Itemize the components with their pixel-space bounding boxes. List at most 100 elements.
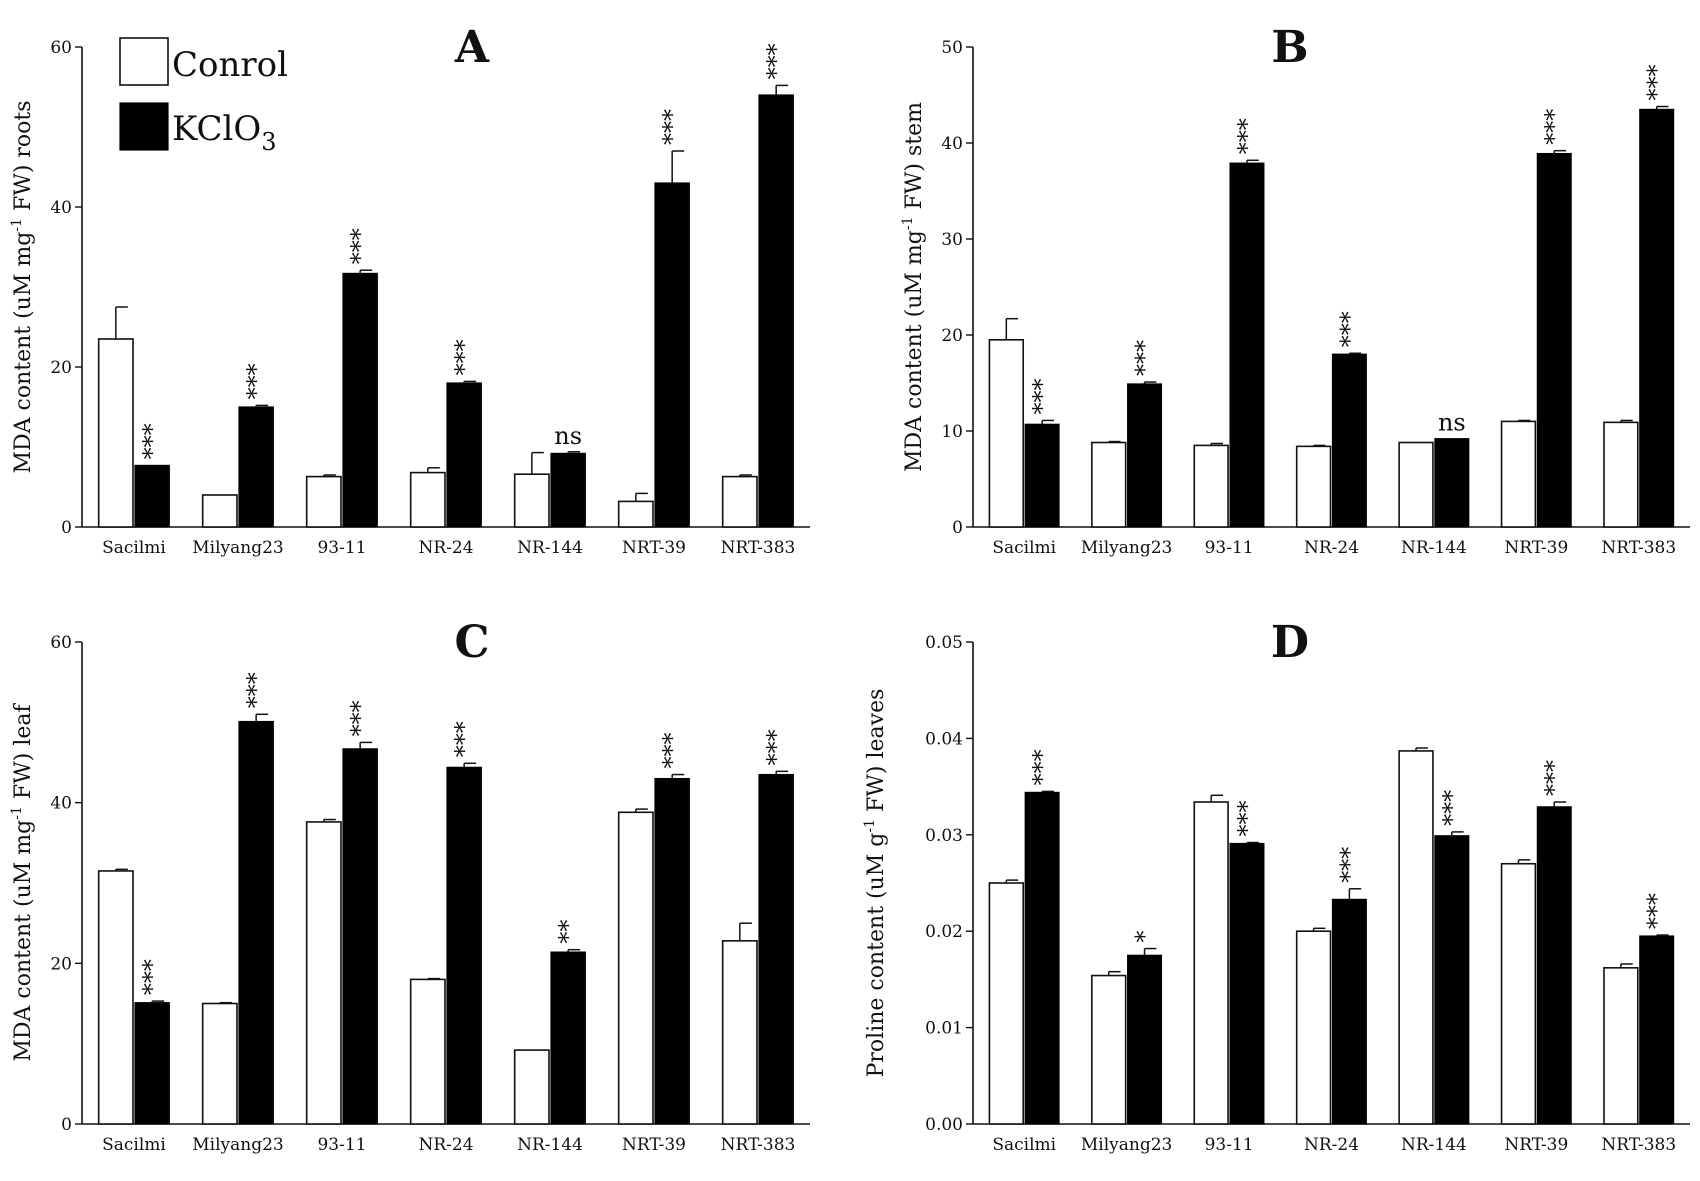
x-tick-label-c: NR-24 <box>418 1135 473 1155</box>
x-tick-label-d: NRT-39 <box>1504 1135 1568 1155</box>
x-tick-label-c: Sacilmi <box>102 1135 166 1155</box>
bar-kclo3-a <box>342 272 378 528</box>
y-tick-label-d: 0.05 <box>925 633 963 653</box>
bar-kclo3-b <box>1024 423 1060 528</box>
x-tick-label-a: NRT-383 <box>721 538 796 558</box>
y-axis-title-text-c: MDA content (uM mg <box>11 820 36 1062</box>
bar-control-b <box>1091 441 1127 528</box>
bar-control-c <box>513 1049 550 1125</box>
legend-label-control: Conrol <box>172 45 288 85</box>
significance-label-b: ns <box>1438 409 1466 437</box>
bar-kclo3-a <box>758 94 794 528</box>
significance-label-b: *** <box>1335 311 1363 347</box>
bar-kclo3-c <box>342 748 378 1125</box>
y-tick-label-a: 20 <box>50 358 72 378</box>
bar-kclo3-b <box>1639 108 1675 528</box>
bar-kclo3-c <box>446 766 482 1125</box>
legend-swatch-control <box>119 37 169 86</box>
significance-label-d: *** <box>1028 749 1056 785</box>
legend-label-kclo3-sub: 3 <box>261 128 276 156</box>
bar-kclo3-b <box>1536 152 1572 528</box>
significance-label-c: *** <box>762 729 790 765</box>
bar-kclo3-c <box>758 773 794 1125</box>
significance-label-b: *** <box>1131 340 1159 376</box>
y-axis-title-unit-d: FW) leaves <box>864 689 889 819</box>
bar-control-a <box>617 500 654 528</box>
x-tick-label-c: NRT-39 <box>622 1135 686 1155</box>
significance-label-d: *** <box>1540 760 1568 796</box>
legend-swatch-kclo3 <box>119 102 169 151</box>
y-axis-title-unit-c: FW) leaf <box>11 703 36 807</box>
significance-label-a: ns <box>554 422 582 450</box>
bar-control-b <box>1295 445 1332 528</box>
chart-panel-b: 0 10 20 30 40 50 MDA content (uM mg-1 FW) stem… <box>900 22 1690 558</box>
bar-kclo3-d <box>1434 835 1470 1125</box>
x-tick-label-c: 93-11 <box>317 1135 366 1155</box>
bar-control-d <box>988 882 1025 1125</box>
x-tick-label-a: 93-11 <box>317 538 366 558</box>
y-tick-label-c: 60 <box>50 633 72 653</box>
significance-label-c: *** <box>346 700 374 736</box>
x-tick-label-d: NRT-383 <box>1601 1135 1676 1155</box>
panel-letter-c: C <box>454 617 489 668</box>
y-axis-title-unit-b: FW) stem <box>902 102 927 217</box>
significance-label-d: *** <box>1233 801 1261 837</box>
y-tick-label-d: 0.00 <box>925 1115 963 1135</box>
bar-kclo3-b <box>1229 162 1265 528</box>
significance-label-b: *** <box>1643 65 1671 101</box>
bar-kclo3-d <box>1639 935 1675 1125</box>
bar-control-d <box>1500 862 1537 1125</box>
y-tick-label-a: 40 <box>50 198 72 218</box>
x-tick-label-c: NRT-383 <box>721 1135 796 1155</box>
x-tick-label-b: NR-24 <box>1304 538 1359 558</box>
x-tick-label-c: Milyang23 <box>192 1135 283 1155</box>
legend-label-kclo3: KClO3 <box>172 109 277 156</box>
x-tick-label-d: Milyang23 <box>1081 1135 1172 1155</box>
y-tick-label-d: 0.02 <box>925 922 963 942</box>
bar-control-c <box>305 821 342 1125</box>
y-tick-label-b: 40 <box>941 134 963 154</box>
y-axis-title-d: Proline content (uM g-1 FW) leaves <box>862 689 889 1078</box>
bar-kclo3-b <box>1434 438 1470 528</box>
bar-control-c <box>201 1002 238 1125</box>
significance-label-d: *** <box>1643 893 1671 929</box>
bar-control-a <box>513 473 550 528</box>
chart-panel-d: 0.00 0.01 0.02 0.03 0.04 0.05 Proline content … <box>862 617 1690 1155</box>
bar-kclo3-c <box>238 720 274 1125</box>
bar-control-a <box>97 338 134 528</box>
bar-control-d <box>1091 974 1127 1125</box>
bar-control-a <box>721 475 758 528</box>
y-tick-label-a: 0 <box>61 518 72 538</box>
significance-label-d: *** <box>1438 790 1466 826</box>
panel-letter-a: A <box>454 22 490 73</box>
y-tick-label-b: 0 <box>952 518 963 538</box>
y-tick-label-a: 60 <box>50 38 72 58</box>
y-axis-title-c: MDA content (uM mg-1 FW) leaf <box>9 703 36 1062</box>
bar-control-a <box>201 494 238 528</box>
bar-control-b <box>1500 420 1537 528</box>
bar-kclo3-a <box>238 406 274 528</box>
x-tick-label-a: Milyang23 <box>192 538 283 558</box>
y-tick-label-c: 40 <box>50 794 72 814</box>
x-tick-label-a: Sacilmi <box>102 538 166 558</box>
significance-label-b: *** <box>1233 118 1261 154</box>
significance-label-a: *** <box>138 423 166 459</box>
y-axis-title-exponent-c: -1 <box>9 806 25 820</box>
y-axis-title-exponent-b: -1 <box>900 216 916 230</box>
y-axis-title-exponent-d: -1 <box>862 819 878 833</box>
x-tick-label-d: Sacilmi <box>992 1135 1056 1155</box>
x-tick-label-b: Milyang23 <box>1081 538 1172 558</box>
significance-label-c: *** <box>242 672 270 708</box>
x-tick-label-b: 93-11 <box>1205 538 1254 558</box>
significance-label-d: * <box>1131 931 1159 943</box>
significance-label-a: *** <box>762 43 790 79</box>
y-tick-label-b: 10 <box>941 422 963 442</box>
significance-label-a: *** <box>658 109 686 145</box>
significance-label-a: *** <box>346 228 374 264</box>
y-tick-label-c: 0 <box>61 1115 72 1135</box>
y-tick-label-b: 20 <box>941 326 963 346</box>
significance-label-a: *** <box>242 363 270 399</box>
y-tick-label-d: 0.01 <box>925 1019 963 1039</box>
